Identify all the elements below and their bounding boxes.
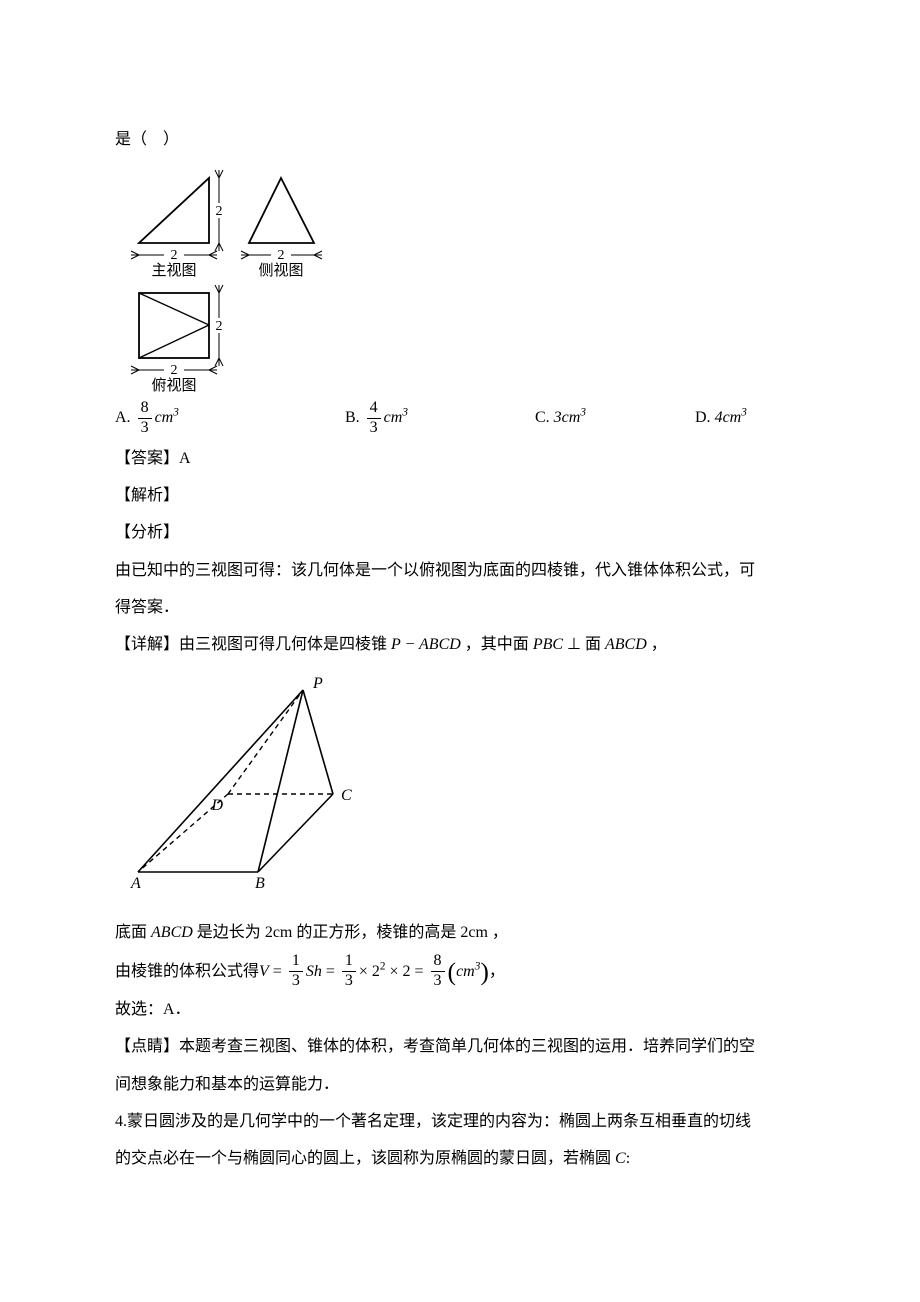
math-pbc: PBC <box>533 636 563 653</box>
dianjing-label: 【点睛】 <box>115 1038 179 1055</box>
fenxi-line2: 得答案． <box>115 590 805 625</box>
detail-label: 【详解】 <box>115 636 179 653</box>
math-pabcd: P − ABCD <box>391 636 461 653</box>
option-d: D. 4cm3 <box>695 400 747 435</box>
fenxi-line1: 由已知中的三视图可得：该几何体是一个以俯视图为底面的四棱锥，代入锥体体积公式，可 <box>115 553 805 588</box>
options-row: A. 8 3 cm3 B. 4 3 cm3 C. 3cm3 D. 4cm3 <box>115 399 805 437</box>
answer-label: 【答案】 <box>115 450 179 467</box>
option-c-label: C. <box>535 400 550 435</box>
math-abcd: ABCD <box>605 636 647 653</box>
pyramid-diagram: P D C A B <box>123 672 805 905</box>
detail-line: 【详解】由三视图可得几何体是四棱锥 P − ABCD ，其中面 PBC ⊥ 面 … <box>115 627 805 662</box>
svg-text:侧视图: 侧视图 <box>258 262 303 279</box>
svg-text:P: P <box>312 675 323 692</box>
dianjing-line1: 【点睛】本题考查三视图、锥体的体积，考查简单几何体的三视图的运用．培养同学们的空 <box>115 1029 805 1064</box>
formula-prefix: 由棱锥的体积公式得 <box>115 954 259 989</box>
option-a-label: A. <box>115 400 131 435</box>
svg-text:俯视图: 俯视图 <box>151 377 196 393</box>
stem-prefix: 是（ <box>115 131 147 148</box>
answer-line: 【答案】A <box>115 441 805 476</box>
side-view: 2 侧视图 <box>241 178 322 279</box>
fenxi-label: 【分析】 <box>115 515 805 550</box>
front-view: 2 2 主视图 <box>131 170 223 279</box>
option-d-value: 4cm3 <box>715 400 747 435</box>
q4-line2: 的交点必在一个与椭圆同心的圆上，该圆称为原椭圆的蒙日圆，若椭圆 C: <box>115 1141 805 1176</box>
top-view: 2 2 俯视图 <box>131 285 223 393</box>
option-c-value: 3cm3 <box>554 400 586 435</box>
dianjing-line2: 间想象能力和基本的运算能力． <box>115 1067 805 1102</box>
therefore-line: 故选：A． <box>115 992 805 1027</box>
svg-text:2: 2 <box>171 248 178 263</box>
stem-suffix: ） <box>163 131 179 148</box>
option-c: C. 3cm3 <box>535 400 695 435</box>
svg-text:A: A <box>130 875 141 892</box>
formula-line: 由棱锥的体积公式得 V = 13 Sh = 13 × 22 × 2 = 83 (… <box>115 952 805 990</box>
analysis-label: 【解析】 <box>115 478 805 513</box>
option-a-unit: cm3 <box>155 400 179 435</box>
frac-1-3a: 13 <box>289 952 303 990</box>
svg-text:2: 2 <box>216 204 223 219</box>
option-b-frac: 4 3 <box>367 399 381 437</box>
svg-text:B: B <box>255 875 265 892</box>
base-line: 底面 ABCD 是边长为 2cm 的正方形，棱锥的高是 2cm ， <box>115 915 805 950</box>
answer-value: A <box>179 450 191 467</box>
svg-text:C: C <box>341 787 352 804</box>
option-d-label: D. <box>695 400 711 435</box>
option-b-label: B. <box>345 400 360 435</box>
three-view-diagram: 2 2 主视图 <box>119 163 805 393</box>
question-stem-tail: 是（ ） <box>115 122 805 157</box>
svg-text:2: 2 <box>171 363 178 378</box>
frac-8-3: 83 <box>431 952 445 990</box>
svg-text:2: 2 <box>216 319 223 334</box>
q4-line1: 4.蒙日圆涉及的是几何学中的一个著名定理，该定理的内容为：椭圆上两条互相垂直的切… <box>115 1104 805 1139</box>
svg-text:D: D <box>210 797 223 814</box>
svg-text:主视图: 主视图 <box>151 262 196 279</box>
perp-symbol: ⊥ <box>567 636 581 653</box>
option-a-frac: 8 3 <box>138 399 152 437</box>
frac-1-3b: 13 <box>342 952 356 990</box>
option-b-unit: cm3 <box>384 400 408 435</box>
option-b: B. 4 3 cm3 <box>345 399 535 437</box>
svg-text:2: 2 <box>278 248 285 263</box>
option-a: A. 8 3 cm3 <box>115 399 345 437</box>
